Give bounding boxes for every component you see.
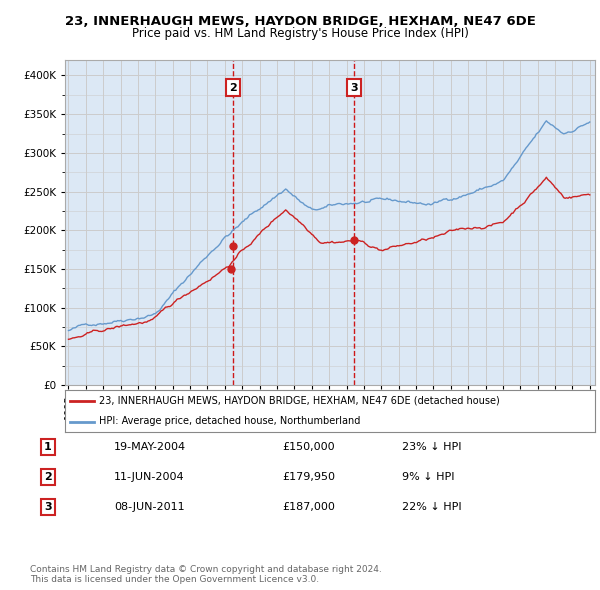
Text: 19-MAY-2004: 19-MAY-2004 [114,442,186,452]
Text: Contains HM Land Registry data © Crown copyright and database right 2024.
This d: Contains HM Land Registry data © Crown c… [30,565,382,584]
Text: Price paid vs. HM Land Registry's House Price Index (HPI): Price paid vs. HM Land Registry's House … [131,27,469,40]
Text: £187,000: £187,000 [282,502,335,512]
Text: £150,000: £150,000 [282,442,335,452]
Text: HPI: Average price, detached house, Northumberland: HPI: Average price, detached house, Nort… [100,417,361,427]
Text: 3: 3 [350,83,358,93]
Text: 23, INNERHAUGH MEWS, HAYDON BRIDGE, HEXHAM, NE47 6DE: 23, INNERHAUGH MEWS, HAYDON BRIDGE, HEXH… [65,15,535,28]
Text: 3: 3 [44,502,52,512]
Text: 23% ↓ HPI: 23% ↓ HPI [402,442,461,452]
Text: 1: 1 [44,442,52,452]
Text: 2: 2 [44,472,52,482]
Text: 9% ↓ HPI: 9% ↓ HPI [402,472,455,482]
Text: 2: 2 [229,83,237,93]
Text: £179,950: £179,950 [282,472,335,482]
Text: 23, INNERHAUGH MEWS, HAYDON BRIDGE, HEXHAM, NE47 6DE (detached house): 23, INNERHAUGH MEWS, HAYDON BRIDGE, HEXH… [100,395,500,405]
Text: 08-JUN-2011: 08-JUN-2011 [114,502,185,512]
Text: 11-JUN-2004: 11-JUN-2004 [114,472,185,482]
Text: 22% ↓ HPI: 22% ↓ HPI [402,502,461,512]
